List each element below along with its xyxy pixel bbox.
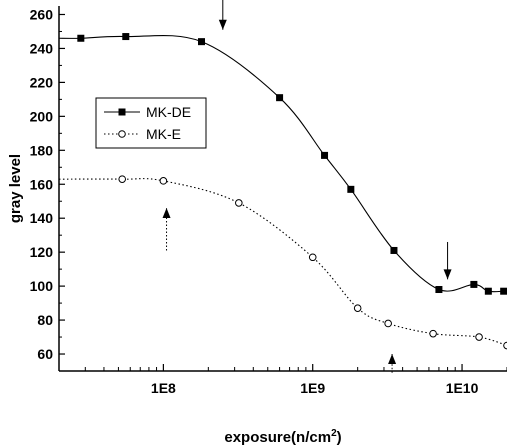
arrow-head	[388, 354, 397, 365]
data-point	[470, 280, 478, 288]
data-point	[429, 329, 437, 338]
x-axis-title: exposure(n/cm2)	[224, 428, 341, 446]
data-point	[122, 33, 130, 41]
data-point	[347, 185, 355, 193]
data-point	[159, 177, 168, 185]
axes: 60 80 100 120 140 160 180 200 220 240 260 1E8 1E9 1E1…	[30, 6, 507, 396]
data-point	[390, 246, 398, 254]
data-point	[353, 304, 362, 312]
data-point	[500, 287, 507, 295]
y-tick-label: 260	[30, 6, 54, 22]
data-point	[321, 151, 329, 159]
data-point	[276, 94, 284, 102]
series-line-mk-e	[59, 178, 507, 347]
x-tick-label: 1E10	[446, 380, 479, 396]
legend-label: MK-E	[146, 126, 181, 142]
arrow-head	[218, 19, 227, 30]
y-tick-label: 220	[30, 74, 54, 90]
arrow-head	[443, 269, 452, 280]
data-point	[503, 341, 507, 350]
x-tick-label: 1E9	[300, 380, 325, 396]
y-tick-label: 240	[30, 40, 54, 56]
data-point	[475, 333, 483, 341]
data-point	[198, 38, 206, 46]
data-point	[308, 253, 317, 262]
data-point	[235, 199, 243, 207]
x-axis-title-superscript: 2	[331, 428, 337, 439]
series-line-mk-de	[59, 34, 504, 293]
legend-label: MK-DE	[146, 104, 191, 120]
y-tick-label: 200	[30, 108, 54, 124]
annotations	[162, 0, 452, 373]
legend: MK-DE MK-E	[95, 97, 207, 149]
legend-marker	[118, 108, 126, 116]
legend-box	[95, 97, 207, 149]
y-tick-label: 140	[30, 210, 54, 226]
y-tick-label: 120	[30, 244, 54, 260]
y-tick-label: 180	[30, 142, 54, 158]
y-tick-label: 100	[30, 278, 54, 294]
series-layer	[59, 33, 507, 350]
data-point	[77, 34, 85, 42]
data-point	[435, 286, 443, 294]
y-axis-title: gray level	[7, 154, 24, 223]
arrow-head	[162, 208, 171, 219]
y-tick-label: 80	[37, 312, 53, 328]
x-tick-label: 1E8	[151, 380, 176, 396]
legend-marker	[118, 130, 126, 138]
x-axis-title-main: exposure(n/cm	[224, 429, 331, 446]
y-tick-label: 160	[30, 176, 54, 192]
data-point	[484, 287, 492, 295]
data-point	[384, 319, 392, 328]
y-tick-label: 60	[37, 346, 53, 362]
x-axis-title-close: )	[337, 429, 342, 446]
data-point	[118, 175, 127, 183]
